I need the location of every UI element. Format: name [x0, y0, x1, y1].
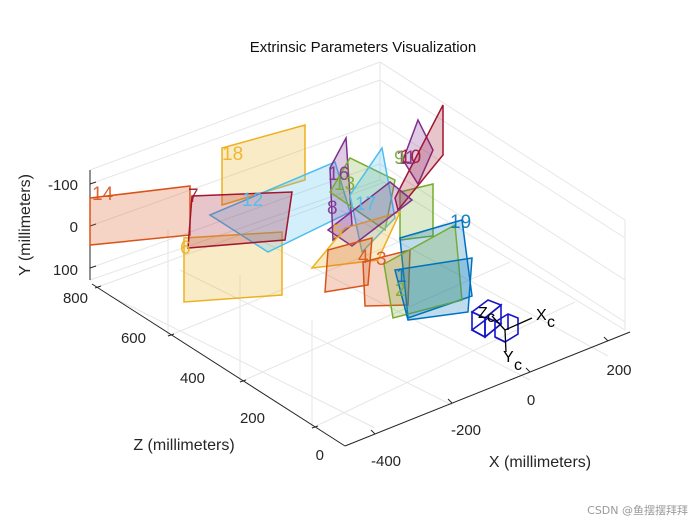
- board-6: [183, 231, 283, 303]
- x-tick-label: -400: [371, 453, 401, 470]
- board-1: [394, 257, 473, 321]
- y-tick-label: 0: [70, 219, 78, 236]
- camera-x-axis: [504, 317, 533, 331]
- camera-y-axis: [504, 329, 507, 353]
- board-label-5: 5: [332, 222, 343, 243]
- x-tick-label: 0: [527, 392, 535, 409]
- z-tick-label: 400: [180, 370, 205, 387]
- board-10: [394, 104, 444, 212]
- board-label-7: 7: [188, 186, 199, 207]
- chart-title: Extrinsic Parameters Visualization: [250, 39, 476, 56]
- board-label-18: 18: [222, 144, 243, 165]
- board-label-2: 2: [395, 280, 406, 301]
- camera-y-label: Y: [503, 349, 514, 366]
- board-label-4: 4: [358, 247, 369, 268]
- board-label-3: 3: [376, 249, 387, 270]
- y-axis-label: Y (millimeters): [17, 174, 34, 276]
- axes-grid: [89, 61, 626, 429]
- x-tick-label: -200: [451, 422, 481, 439]
- z-tick-label: 0: [316, 447, 324, 464]
- board-2: [383, 223, 463, 319]
- axis-ticks: [89, 181, 609, 435]
- board-label-13: 13: [334, 174, 355, 195]
- y-tick-label: -100: [48, 177, 78, 194]
- board-18: [221, 124, 306, 207]
- board-12: [208, 160, 351, 253]
- board-8: [326, 181, 414, 247]
- camera-y-subscript: c: [514, 357, 522, 374]
- z-tick-label: 200: [240, 410, 265, 427]
- board-label-11: 11: [396, 148, 416, 169]
- board-label-8: 8: [327, 198, 338, 219]
- camera-lens: [494, 336, 506, 343]
- camera-z-subscript: c: [487, 309, 495, 326]
- camera-z-axis: [491, 315, 506, 331]
- board-label-1: 1: [396, 266, 407, 287]
- board-label-12: 12: [242, 190, 263, 211]
- board-17: [349, 146, 396, 254]
- camera-frame: [470, 317, 503, 338]
- board-label-10: 10: [400, 147, 421, 168]
- camera-glyph: X c Y c Z c: [470, 299, 555, 374]
- z-tick-label: 600: [121, 330, 146, 347]
- boards-layer: [89, 104, 473, 321]
- x-axis-label: X (millimeters): [489, 454, 591, 471]
- board-7: [187, 191, 293, 249]
- z-axis-label: Z (millimeters): [133, 437, 234, 454]
- board-label-16: 16: [328, 164, 349, 185]
- board-label-14: 14: [92, 184, 114, 205]
- camera-x-label: X: [536, 307, 547, 324]
- watermark: CSDN @鱼摆摆拜拜: [587, 503, 688, 517]
- board-4: [324, 236, 373, 293]
- z-tick-label: 800: [63, 290, 88, 307]
- y-tick-label: 100: [53, 262, 78, 279]
- board-label-9: 9: [394, 148, 405, 169]
- board-label-17: 17: [355, 194, 376, 215]
- board-label-19: 19: [450, 212, 471, 233]
- board-14: [89, 185, 191, 246]
- camera-x-subscript: c: [547, 314, 555, 331]
- camera-z-label: Z: [478, 305, 488, 322]
- board-label-6: 6: [180, 238, 191, 259]
- board-13: [329, 157, 396, 232]
- x-tick-label: 200: [606, 362, 631, 379]
